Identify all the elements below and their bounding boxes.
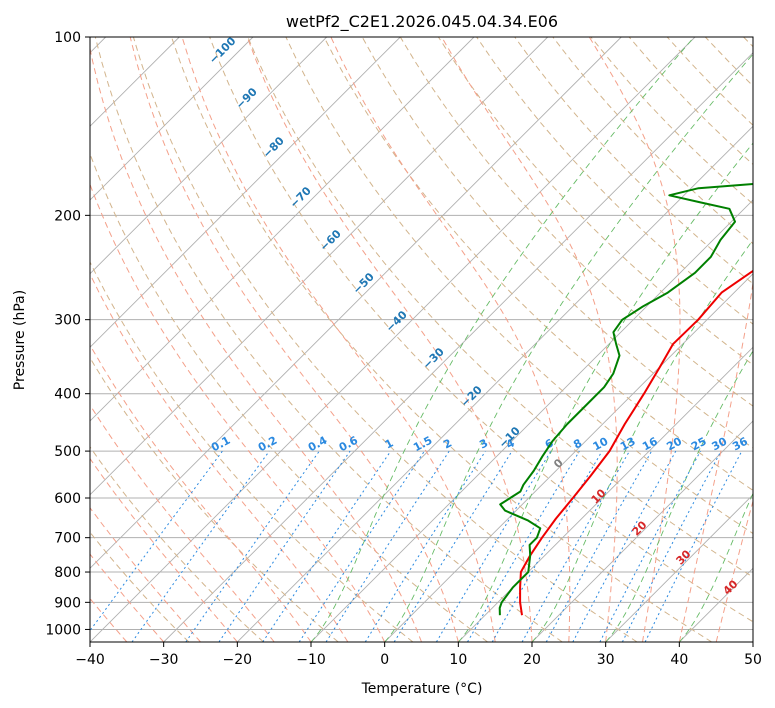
mixing-ratio-line [185, 450, 320, 642]
x-tick-label: 30 [597, 652, 615, 668]
moist-adiabat-line [90, 272, 349, 642]
isotherm-line [384, 273, 753, 642]
y-tick-label: 100 [54, 30, 81, 46]
isotherm-line [90, 37, 475, 422]
dry-adiabat-line [247, 37, 753, 578]
mixing-ratio-line [90, 450, 223, 632]
moist-adiabat-line [678, 280, 753, 642]
x-tick-label: −40 [75, 652, 105, 668]
mixing-ratio-line [131, 450, 270, 642]
moist-adiabat-green-line [310, 37, 695, 642]
moist-adiabat-line [441, 37, 618, 642]
mixing-ratio-line [491, 450, 603, 642]
mixing-ratio-label: 20 [664, 435, 684, 454]
mixing-ratio-line [644, 450, 743, 642]
x-tick-label: −30 [149, 652, 179, 668]
moist-adiabat-line [90, 404, 275, 642]
mixing-ratio-line [521, 450, 630, 642]
mixing-ratio-line [298, 450, 425, 642]
moist-adiabat-line [129, 37, 459, 642]
mixing-ratio-label: 25 [689, 435, 709, 454]
isotherm-line [457, 346, 753, 642]
chart-title: wetPf2_C2E1.2026.045.04.34.E06 [286, 12, 558, 32]
mixing-ratio-label: 10 [591, 435, 611, 454]
isotherm-line [236, 125, 753, 642]
moist-adiabat-line [588, 37, 681, 642]
x-tick-label: 10 [449, 652, 467, 668]
mixing-ratio-line [325, 450, 450, 642]
dry-adiabat-line [323, 37, 753, 491]
x-axis: −40 −30 −20 −10 0 10 20 30 40 50 [75, 642, 762, 668]
x-axis-label: Temperature (°C) [361, 681, 483, 697]
moist-adiabat-line [90, 553, 165, 642]
isotherm-line [90, 37, 549, 496]
dewpoint-profile-line [498, 183, 753, 616]
mixing-ratio-label: 16 [640, 435, 660, 454]
isotherm-line [90, 37, 622, 569]
mixing-ratio-line [393, 450, 513, 642]
moist-adiabat-line [90, 506, 201, 642]
plot-frame [89, 36, 754, 643]
moist-adiabat-green-line [384, 53, 753, 642]
moist-adiabat-line [330, 37, 571, 642]
mixing-ratio-label: 13 [618, 435, 638, 454]
dry-adiabat-line [476, 37, 753, 325]
moist-adiabat-line [715, 499, 753, 642]
mixing-ratio-line [621, 450, 722, 642]
isotherm-line [90, 37, 328, 275]
x-tick-label: 40 [670, 652, 688, 668]
dry-adiabat-line [209, 37, 753, 623]
moist-adiabat-line [246, 37, 533, 642]
x-tick-label: 50 [744, 652, 762, 668]
x-tick-label: 20 [523, 652, 541, 668]
plot-area: 0.1 0.2 0.4 0.6 1 1.5 2 3 4 6 8 10 13 16 20 25 30 36−100−… [90, 37, 753, 642]
isotherm-line [605, 494, 753, 642]
mixing-ratio-line [572, 450, 677, 642]
x-tick-label: 0 [380, 652, 389, 668]
mixing-ratio-line [545, 450, 653, 642]
y-tick-label: 800 [54, 565, 81, 581]
dry-adiabat-line [90, 446, 264, 642]
y-tick-label: 500 [54, 444, 81, 460]
isotherm-line [531, 420, 753, 642]
dry-adiabat-line [514, 37, 753, 285]
isotherm-line [90, 37, 254, 201]
moist-adiabat-line [90, 457, 238, 642]
moist-adiabat-line [90, 46, 422, 642]
y-axis: 100 200 300 400 500 600 700 800 900 1000 [45, 30, 90, 638]
mixing-ratio-line [364, 450, 486, 642]
y-tick-label: 1000 [45, 622, 81, 638]
moist-adiabat-green-line [678, 492, 753, 642]
moist-adiabat-green-line [605, 350, 753, 642]
moist-adiabat-green-line [531, 238, 753, 642]
moist-adiabat-line [90, 597, 128, 642]
dry-adiabat-line [132, 37, 638, 642]
dry-adiabat-line [171, 37, 712, 642]
x-tick-label: −10 [296, 652, 326, 668]
isotherm-line [163, 52, 753, 642]
mixing-ratio-line [435, 450, 552, 642]
mixing-ratio-line [599, 450, 701, 642]
moist-adiabat-green-line [457, 142, 753, 642]
y-tick-label: 400 [54, 387, 81, 403]
moist-adiabat-line [90, 343, 312, 642]
isotherm-line [90, 37, 401, 348]
dry-adiabat-line [90, 260, 414, 642]
moist-adiabat-line [181, 37, 496, 642]
y-tick-label: 200 [54, 208, 81, 224]
y-tick-label: 300 [54, 313, 81, 329]
y-axis-label: Pressure (hPa) [12, 290, 28, 390]
moist-adiabat-line [90, 182, 386, 642]
y-tick-label: 900 [54, 595, 81, 611]
temperature-profile-line [519, 269, 753, 616]
dry-adiabat-line [285, 37, 753, 535]
y-tick-label: 700 [54, 531, 81, 547]
x-tick-label: −20 [223, 652, 253, 668]
mixing-ratio-line [467, 450, 580, 642]
mixing-ratio-label: 30 [710, 435, 730, 454]
mixing-ratio-label: 36 [730, 435, 750, 454]
y-tick-label: 600 [54, 491, 81, 507]
